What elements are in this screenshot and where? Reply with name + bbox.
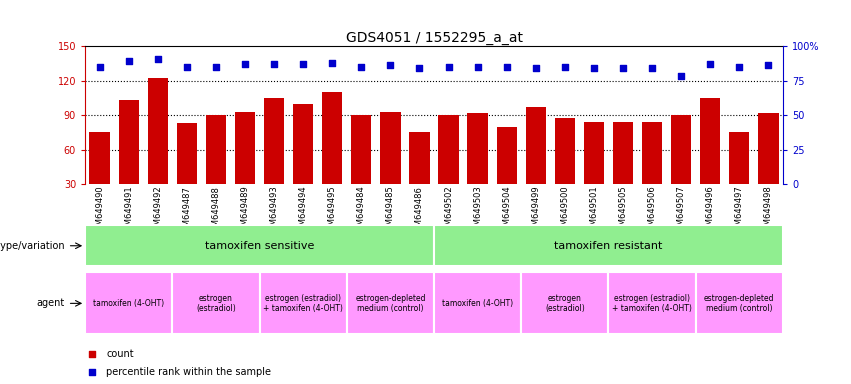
Text: estrogen
(estradiol): estrogen (estradiol): [196, 294, 236, 313]
Bar: [260, 272, 347, 334]
Bar: [696, 272, 783, 334]
Bar: [608, 272, 696, 334]
Text: percentile rank within the sample: percentile rank within the sample: [106, 367, 271, 377]
Bar: [584, 122, 604, 184]
Point: [529, 65, 543, 71]
Text: estrogen (estradiol)
+ tamoxifen (4-OHT): estrogen (estradiol) + tamoxifen (4-OHT): [612, 294, 692, 313]
Point: [733, 64, 746, 70]
Bar: [293, 104, 313, 184]
Point: [645, 65, 659, 71]
Point: [296, 61, 310, 67]
Text: genotype/variation: genotype/variation: [0, 241, 65, 251]
Bar: [526, 107, 546, 184]
Bar: [729, 132, 750, 184]
Point: [616, 65, 630, 71]
Bar: [496, 127, 517, 184]
Point: [325, 60, 339, 66]
Bar: [118, 100, 139, 184]
Bar: [434, 272, 521, 334]
Bar: [613, 122, 633, 184]
Bar: [438, 115, 459, 184]
Text: tamoxifen sensitive: tamoxifen sensitive: [205, 241, 314, 251]
Bar: [521, 272, 608, 334]
Point: [85, 369, 99, 376]
Bar: [642, 122, 662, 184]
Point: [500, 64, 513, 70]
Bar: [147, 78, 168, 184]
Point: [762, 62, 775, 68]
Bar: [758, 113, 779, 184]
Text: estrogen
(estradiol): estrogen (estradiol): [545, 294, 585, 313]
Point: [209, 64, 223, 70]
Bar: [322, 92, 342, 184]
Point: [413, 65, 426, 71]
Bar: [434, 225, 783, 266]
Bar: [351, 115, 372, 184]
Text: count: count: [106, 349, 134, 359]
Point: [180, 64, 194, 70]
Bar: [235, 112, 255, 184]
Point: [674, 73, 688, 79]
Bar: [671, 115, 691, 184]
Bar: [347, 272, 434, 334]
Bar: [700, 98, 721, 184]
Text: tamoxifen resistant: tamoxifen resistant: [554, 241, 663, 251]
Title: GDS4051 / 1552295_a_at: GDS4051 / 1552295_a_at: [346, 31, 523, 45]
Point: [238, 61, 252, 67]
Point: [384, 62, 397, 68]
Bar: [172, 272, 260, 334]
Point: [587, 65, 601, 71]
Text: tamoxifen (4-OHT): tamoxifen (4-OHT): [93, 299, 164, 308]
Point: [558, 64, 572, 70]
Point: [355, 64, 368, 70]
Text: estrogen (estradiol)
+ tamoxifen (4-OHT): estrogen (estradiol) + tamoxifen (4-OHT): [263, 294, 343, 313]
Bar: [89, 132, 110, 184]
Point: [151, 55, 164, 61]
Bar: [206, 115, 226, 184]
Text: estrogen-depleted
medium (control): estrogen-depleted medium (control): [355, 294, 426, 313]
Bar: [85, 272, 173, 334]
Bar: [177, 123, 197, 184]
Bar: [380, 112, 401, 184]
Bar: [85, 225, 434, 266]
Point: [442, 64, 455, 70]
Point: [122, 58, 135, 65]
Text: estrogen-depleted
medium (control): estrogen-depleted medium (control): [704, 294, 774, 313]
Point: [267, 61, 281, 67]
Text: agent: agent: [37, 298, 65, 308]
Bar: [467, 113, 488, 184]
Point: [85, 351, 99, 357]
Bar: [555, 118, 575, 184]
Bar: [264, 98, 284, 184]
Point: [704, 61, 717, 67]
Bar: [409, 132, 430, 184]
Point: [93, 64, 106, 70]
Text: tamoxifen (4-OHT): tamoxifen (4-OHT): [442, 299, 513, 308]
Point: [471, 64, 484, 70]
